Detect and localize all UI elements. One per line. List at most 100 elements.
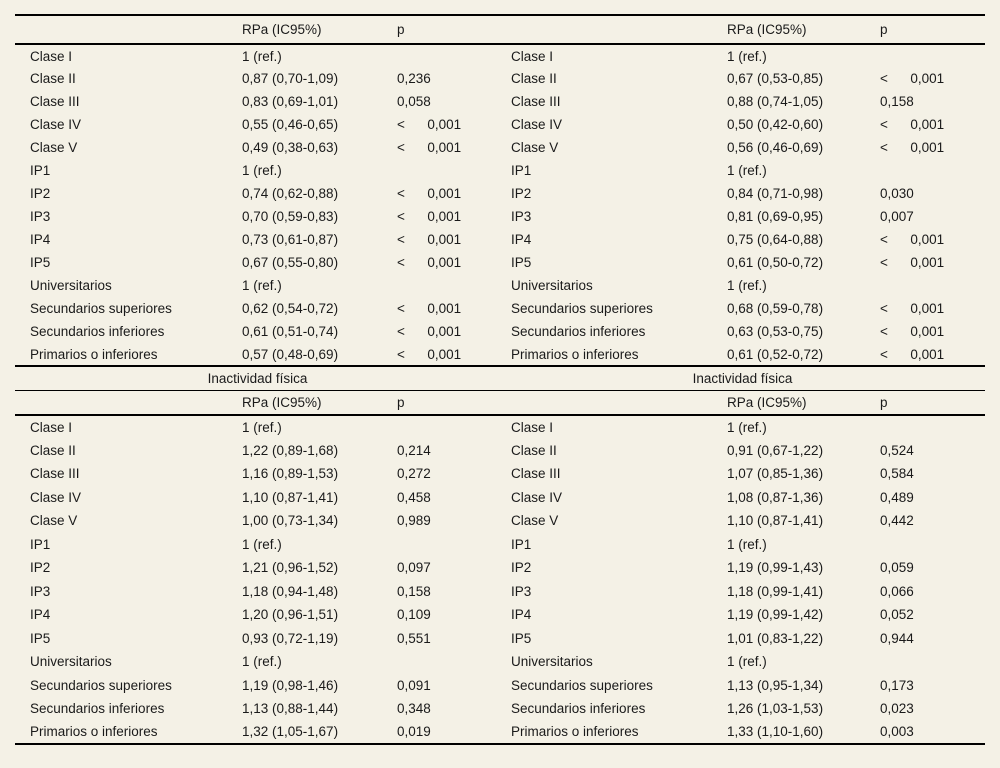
row-label-left: Clase II bbox=[30, 71, 76, 86]
row-label-left: Secundarios inferiores bbox=[30, 701, 165, 717]
row-label-right: Secundarios superiores bbox=[511, 301, 653, 316]
col-header-p-left: p bbox=[397, 395, 405, 410]
row-label-right: Clase I bbox=[511, 419, 554, 435]
col-header-blank-left bbox=[15, 391, 240, 415]
rpa-value-left: 0,57 (0,48-0,69) bbox=[242, 346, 339, 362]
p-value-left: 0,109 bbox=[397, 607, 431, 623]
row-label-right: IP4 bbox=[511, 607, 532, 623]
p-value-right: < 0,001 bbox=[880, 232, 945, 247]
p-value-left: < 0,001 bbox=[397, 301, 462, 316]
p-value-right: < 0,001 bbox=[880, 301, 945, 316]
p-value-left: 0,348 bbox=[397, 701, 431, 717]
row-label-left: Clase I bbox=[30, 419, 73, 435]
p-value-left bbox=[395, 44, 500, 67]
row-label-right: IP5 bbox=[511, 630, 532, 646]
rpa-value-right: 0,61 (0,50-0,72) bbox=[727, 255, 824, 270]
row-label-left: IP2 bbox=[30, 560, 51, 576]
section-banner-right: Inactividad física bbox=[692, 371, 793, 386]
p-value-left: < 0,001 bbox=[397, 209, 462, 224]
row-label-right: Clase V bbox=[511, 140, 559, 155]
row-label-left: Clase I bbox=[30, 48, 73, 64]
rpa-value-right: 0,67 (0,53-0,85) bbox=[727, 71, 824, 86]
col-header-rpa-left: RPa (IC95%) bbox=[242, 395, 322, 410]
p-value-left bbox=[395, 274, 500, 297]
row-label-right: Clase IV bbox=[511, 117, 563, 132]
col-header-p-right: p bbox=[880, 22, 888, 37]
rpa-value-right: 0,50 (0,42-0,60) bbox=[727, 117, 824, 132]
row-label-right: Primarios o inferiores bbox=[511, 346, 639, 362]
rpa-value-left: 1,18 (0,94-1,48) bbox=[242, 583, 339, 599]
rpa-value-right: 1 (ref.) bbox=[727, 278, 767, 293]
row-label-right: IP2 bbox=[511, 560, 532, 576]
p-value-left: 0,989 bbox=[397, 513, 431, 529]
p-value-left: < 0,001 bbox=[397, 255, 462, 270]
row-label-left: IP4 bbox=[30, 607, 51, 623]
col-header-rpa-right: RPa (IC95%) bbox=[727, 395, 807, 410]
p-value-right bbox=[878, 44, 985, 67]
table-row: IP5 0,93 (0,72-1,19) 0,551 IP5 1,01 (0,8… bbox=[15, 627, 985, 651]
row-label-right: Clase I bbox=[511, 48, 554, 64]
p-value-left: 0,214 bbox=[397, 442, 431, 458]
table-content-area: RPa (IC95%) p RPa (IC95%) p Clase I 1 (r… bbox=[15, 14, 985, 745]
rpa-value-right: 1 (ref.) bbox=[727, 654, 767, 670]
col-header-rpa-right: RPa (IC95%) bbox=[727, 22, 807, 37]
rpa-value-right: 1 (ref.) bbox=[727, 419, 767, 435]
rpa-value-right: 0,84 (0,71-0,98) bbox=[727, 186, 824, 201]
p-value-right bbox=[878, 274, 985, 297]
column-header-row: RPa (IC95%) p RPa (IC95%) p bbox=[15, 391, 985, 415]
table-row: Primarios o inferiores 0,57 (0,48-0,69) … bbox=[15, 343, 985, 366]
p-value-left bbox=[395, 159, 500, 182]
p-value-left: < 0,001 bbox=[397, 186, 462, 201]
rpa-value-right: 1,18 (0,99-1,41) bbox=[727, 583, 824, 599]
rpa-value-left: 0,93 (0,72-1,19) bbox=[242, 630, 339, 646]
rpa-value-right: 1,10 (0,87-1,41) bbox=[727, 513, 824, 529]
table-row: Clase IV 1,10 (0,87-1,41) 0,458 Clase IV… bbox=[15, 486, 985, 510]
row-label-right: IP2 bbox=[511, 186, 532, 201]
rpa-value-right: 0,63 (0,53-0,75) bbox=[727, 324, 824, 339]
p-value-right: 0,944 bbox=[880, 630, 914, 646]
row-label-left: Clase V bbox=[30, 513, 78, 529]
rpa-value-right: 0,91 (0,67-1,22) bbox=[727, 442, 824, 458]
row-label-right: Clase IV bbox=[511, 489, 563, 505]
column-header-row: RPa (IC95%) p RPa (IC95%) p bbox=[15, 15, 985, 44]
col-header-blank-left bbox=[15, 15, 240, 44]
p-value-right: 0,066 bbox=[880, 583, 914, 599]
rpa-value-right: 1,19 (0,99-1,42) bbox=[727, 607, 824, 623]
rpa-value-left: 0,87 (0,70-1,09) bbox=[242, 71, 339, 86]
row-label-right: Clase II bbox=[511, 442, 557, 458]
row-label-left: Secundarios inferiores bbox=[30, 324, 165, 339]
rpa-value-left: 0,83 (0,69-1,01) bbox=[242, 94, 339, 109]
table-row: IP3 1,18 (0,94-1,48) 0,158 IP3 1,18 (0,9… bbox=[15, 580, 985, 604]
row-label-left: IP1 bbox=[30, 163, 51, 178]
table-row: IP4 1,20 (0,96-1,51) 0,109 IP4 1,19 (0,9… bbox=[15, 603, 985, 627]
table-row: IP2 0,74 (0,62-0,88) < 0,001 IP2 0,84 (0… bbox=[15, 182, 985, 205]
row-label-right: Secundarios inferiores bbox=[511, 701, 646, 717]
row-label-left: IP2 bbox=[30, 186, 51, 201]
col-header-blank-right bbox=[500, 15, 725, 44]
rpa-value-right: 1 (ref.) bbox=[727, 163, 767, 178]
rpa-value-left: 0,62 (0,54-0,72) bbox=[242, 301, 339, 316]
col-header-p-right: p bbox=[880, 395, 888, 410]
section-banner-row: Inactividad física Inactividad física bbox=[15, 367, 985, 391]
p-value-right: < 0,001 bbox=[880, 346, 945, 362]
table-top-results: RPa (IC95%) p RPa (IC95%) p Clase I 1 (r… bbox=[15, 14, 985, 367]
p-value-left: 0,458 bbox=[397, 489, 431, 505]
rpa-value-left: 1,22 (0,89-1,68) bbox=[242, 442, 339, 458]
rpa-value-right: 0,68 (0,59-0,78) bbox=[727, 301, 824, 316]
table-row: IP5 0,67 (0,55-0,80) < 0,001 IP5 0,61 (0… bbox=[15, 251, 985, 274]
rpa-value-left: 1,13 (0,88-1,44) bbox=[242, 701, 339, 717]
row-label-right: Clase III bbox=[511, 94, 561, 109]
p-value-right: 0,003 bbox=[880, 724, 914, 740]
rpa-value-left: 1 (ref.) bbox=[242, 419, 282, 435]
table-row: Primarios o inferiores 1,32 (1,05-1,67) … bbox=[15, 721, 985, 745]
row-label-left: IP3 bbox=[30, 583, 51, 599]
p-value-right bbox=[878, 650, 985, 674]
p-value-right: 0,173 bbox=[880, 677, 914, 693]
p-value-right: < 0,001 bbox=[880, 117, 945, 132]
row-label-left: IP5 bbox=[30, 630, 51, 646]
table-row: Universitarios 1 (ref.) Universitarios 1… bbox=[15, 650, 985, 674]
p-value-right: 0,524 bbox=[880, 442, 914, 458]
row-label-right: IP3 bbox=[511, 209, 532, 224]
row-label-left: Secundarios superiores bbox=[30, 301, 172, 316]
